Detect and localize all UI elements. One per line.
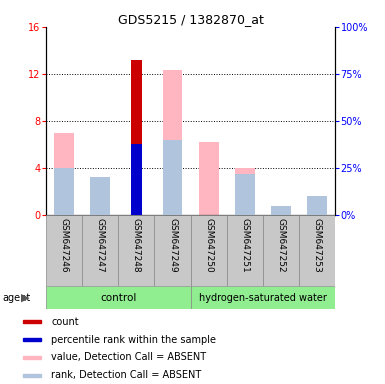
FancyBboxPatch shape xyxy=(154,215,191,286)
Text: control: control xyxy=(100,293,137,303)
Title: GDS5215 / 1382870_at: GDS5215 / 1382870_at xyxy=(118,13,263,26)
Bar xyxy=(271,206,291,215)
FancyBboxPatch shape xyxy=(46,215,82,286)
Bar xyxy=(23,320,41,323)
Text: count: count xyxy=(52,317,79,327)
Bar xyxy=(162,140,182,215)
FancyBboxPatch shape xyxy=(263,215,299,286)
Bar xyxy=(90,185,110,215)
Bar xyxy=(23,338,41,341)
Text: GSM647246: GSM647246 xyxy=(60,218,69,273)
Text: percentile rank within the sample: percentile rank within the sample xyxy=(52,334,216,344)
FancyBboxPatch shape xyxy=(119,215,154,286)
FancyBboxPatch shape xyxy=(227,215,263,286)
Bar xyxy=(54,133,74,215)
FancyBboxPatch shape xyxy=(82,215,119,286)
FancyBboxPatch shape xyxy=(191,215,227,286)
Bar xyxy=(235,174,254,215)
Bar xyxy=(131,60,142,215)
Bar xyxy=(131,144,142,215)
Bar xyxy=(307,196,327,215)
Bar xyxy=(23,374,41,377)
Text: ▶: ▶ xyxy=(21,293,30,303)
Bar xyxy=(90,177,110,215)
FancyBboxPatch shape xyxy=(299,215,335,286)
Text: GSM647249: GSM647249 xyxy=(168,218,177,273)
Bar xyxy=(199,142,219,215)
Text: GSM647252: GSM647252 xyxy=(276,218,285,273)
Text: GSM647251: GSM647251 xyxy=(240,218,249,273)
Bar xyxy=(235,168,254,215)
Bar xyxy=(307,201,327,215)
Bar xyxy=(54,168,74,215)
Text: rank, Detection Call = ABSENT: rank, Detection Call = ABSENT xyxy=(52,370,202,380)
FancyBboxPatch shape xyxy=(191,286,335,309)
Text: GSM647248: GSM647248 xyxy=(132,218,141,273)
Bar xyxy=(162,70,182,215)
Text: GSM647247: GSM647247 xyxy=(96,218,105,273)
Text: agent: agent xyxy=(2,293,30,303)
Text: GSM647250: GSM647250 xyxy=(204,218,213,273)
Bar xyxy=(23,356,41,359)
Text: value, Detection Call = ABSENT: value, Detection Call = ABSENT xyxy=(52,353,207,362)
FancyBboxPatch shape xyxy=(46,286,191,309)
Text: GSM647253: GSM647253 xyxy=(312,218,321,273)
Text: hydrogen-saturated water: hydrogen-saturated water xyxy=(199,293,327,303)
